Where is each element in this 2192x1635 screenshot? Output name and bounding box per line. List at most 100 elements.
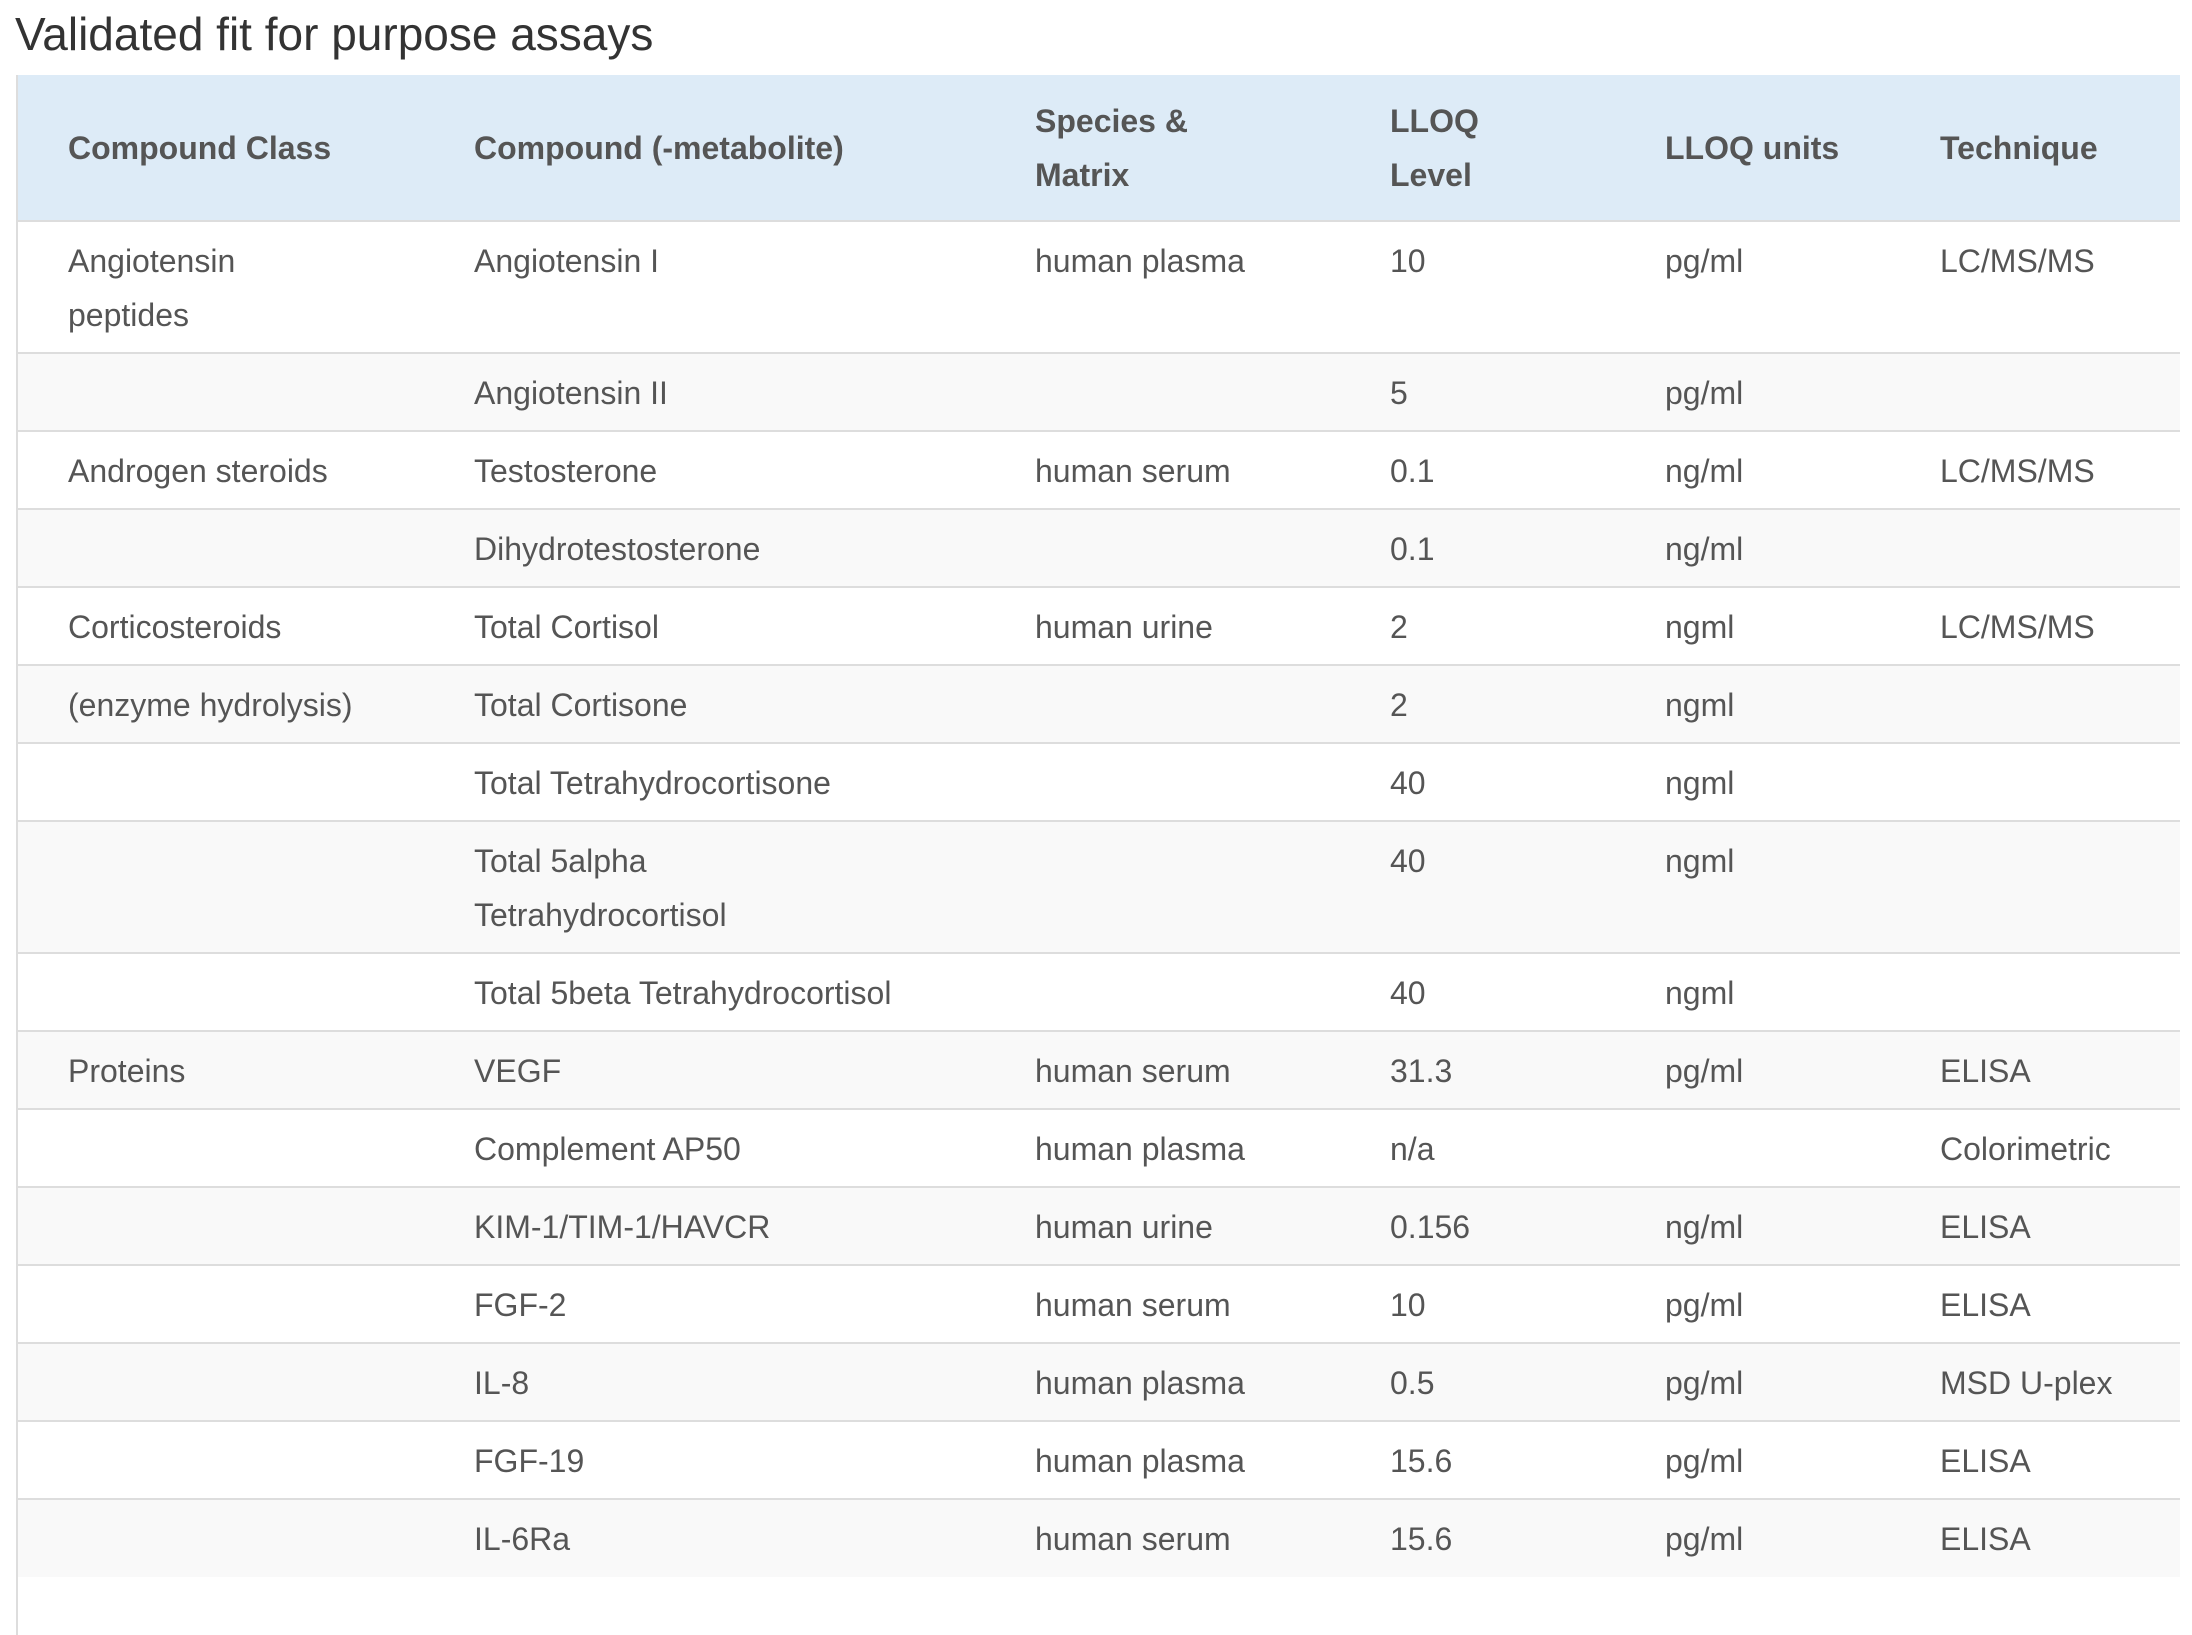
table-body: Angiotensin peptides Angiotensin I human p… xyxy=(18,221,2180,1577)
table-row: Angiotensin peptides Angiotensin I human p… xyxy=(18,221,2180,353)
cell-compound: Total Cortisol xyxy=(474,609,659,645)
cell-technique xyxy=(1892,665,2180,743)
cell-technique: LC/MS/MS xyxy=(1940,609,2095,645)
table-row: Proteins VEGF human serum 31.3 pg/ml ELISA xyxy=(18,1031,2180,1109)
cell-species-matrix: human serum xyxy=(1035,1521,1231,1557)
cell-technique xyxy=(1892,743,2180,821)
cell-compound: KIM-1/TIM-1/HAVCR xyxy=(474,1209,771,1245)
cell-lloq-level: 10 xyxy=(1390,243,1426,279)
table-header: Compound Class Compound (-metabolite) Sp… xyxy=(18,75,2180,221)
cell-lloq-level: 40 xyxy=(1390,843,1426,879)
cell-species-matrix xyxy=(987,353,1342,431)
cell-compound: IL-6Ra xyxy=(474,1521,571,1557)
cell-lloq-level: 0.5 xyxy=(1390,1365,1435,1401)
cell-lloq-level: 2 xyxy=(1390,687,1408,723)
cell-lloq-units: ngml xyxy=(1665,765,1735,801)
header-species-matrix: Species & Matrix xyxy=(1035,102,1188,193)
cell-lloq-units: pg/ml xyxy=(1665,1365,1744,1401)
cell-lloq-level: 40 xyxy=(1390,765,1426,801)
cell-species-matrix: human serum xyxy=(1035,453,1231,489)
cell-technique: ELISA xyxy=(1940,1209,2031,1245)
cell-lloq-level: 31.3 xyxy=(1390,1053,1453,1089)
cell-lloq-level: 0.1 xyxy=(1390,453,1435,489)
cell-lloq-units: pg/ml xyxy=(1665,1053,1744,1089)
cell-compound: Total 5alpha Tetrahydrocortisol xyxy=(474,843,727,933)
table-header-row: Compound Class Compound (-metabolite) Sp… xyxy=(18,75,2180,221)
cell-compound: Total Tetrahydrocortisone xyxy=(474,765,831,801)
cell-technique xyxy=(1892,353,2180,431)
cell-technique xyxy=(1892,821,2180,953)
page-title: Validated fit for purpose assays xyxy=(15,8,654,60)
cell-compound-class xyxy=(18,353,426,431)
cell-species-matrix xyxy=(987,953,1342,1031)
cell-lloq-units: pg/ml xyxy=(1665,1521,1744,1557)
cell-species-matrix: human plasma xyxy=(1035,243,1245,279)
cell-lloq-level: 15.6 xyxy=(1390,1443,1453,1479)
table-row: KIM-1/TIM-1/HAVCR human urine 0.156 ng/ml EL… xyxy=(18,1187,2180,1265)
cell-compound-class xyxy=(18,821,426,953)
cell-technique xyxy=(1892,953,2180,1031)
table-row: Dihydrotestosterone 0.1 ng/ml xyxy=(18,509,2180,587)
table-row: Complement AP50 human plasma n/a Colorimetr… xyxy=(18,1109,2180,1187)
cell-compound: Testosterone xyxy=(474,453,658,489)
cell-lloq-units: ng/ml xyxy=(1665,1209,1744,1245)
header-lloq-level: LLOQ Level xyxy=(1390,102,1479,193)
cell-technique: ELISA xyxy=(1940,1521,2031,1557)
cell-compound-class: (enzyme hydrolysis) xyxy=(68,687,353,723)
header-lloq-units: LLOQ units xyxy=(1665,129,1840,166)
cell-compound: Angiotensin I xyxy=(474,243,660,279)
cell-species-matrix: human urine xyxy=(1035,609,1213,645)
table-row: Androgen steroids Testosterone human serum… xyxy=(18,431,2180,509)
cell-technique: LC/MS/MS xyxy=(1940,243,2095,279)
cell-species-matrix: human serum xyxy=(1035,1053,1231,1089)
cell-species-matrix xyxy=(987,665,1342,743)
cell-lloq-level: 15.6 xyxy=(1390,1521,1453,1557)
cell-lloq-units: pg/ml xyxy=(1665,243,1744,279)
cell-compound-class: Corticosteroids xyxy=(68,609,282,645)
cell-lloq-units: ngml xyxy=(1665,609,1735,645)
cell-lloq-units: pg/ml xyxy=(1665,375,1744,411)
cell-species-matrix: human serum xyxy=(1035,1287,1231,1323)
cell-species-matrix: human plasma xyxy=(1035,1443,1245,1479)
table-row: FGF-19 human plasma 15.6 pg/ml ELISA xyxy=(18,1421,2180,1499)
cell-technique: Colorimetric xyxy=(1940,1131,2111,1167)
cell-compound-class: Angiotensin peptides xyxy=(68,243,236,333)
cell-technique: ELISA xyxy=(1940,1053,2031,1089)
cell-technique: LC/MS/MS xyxy=(1940,453,2095,489)
cell-lloq-units: ngml xyxy=(1665,843,1735,879)
cell-compound-class xyxy=(18,1421,426,1499)
cell-compound: FGF-2 xyxy=(474,1287,567,1323)
cell-compound-class xyxy=(18,1499,426,1577)
cell-compound-class xyxy=(18,1343,426,1421)
assay-table-container: Compound Class Compound (-metabolite) Sp… xyxy=(16,75,2180,1635)
cell-compound: VEGF xyxy=(474,1053,562,1089)
cell-lloq-units xyxy=(1617,1109,1892,1187)
cell-technique xyxy=(1892,509,2180,587)
cell-compound: Total 5beta Tetrahydrocortisol xyxy=(474,975,892,1011)
cell-technique: MSD U-plex xyxy=(1940,1365,2113,1401)
cell-lloq-units: ngml xyxy=(1665,687,1735,723)
cell-compound-class xyxy=(18,953,426,1031)
cell-compound: Angiotensin II xyxy=(474,375,668,411)
table-row: FGF-2 human serum 10 pg/ml ELISA xyxy=(18,1265,2180,1343)
table-row: (enzyme hydrolysis) Total Cortisone 2 ngml xyxy=(18,665,2180,743)
cell-lloq-level: 2 xyxy=(1390,609,1408,645)
cell-species-matrix: human plasma xyxy=(1035,1131,1245,1167)
cell-lloq-level: 0.1 xyxy=(1390,531,1435,567)
cell-compound: FGF-19 xyxy=(474,1443,585,1479)
cell-lloq-units: ng/ml xyxy=(1665,531,1744,567)
cell-species-matrix: human plasma xyxy=(1035,1365,1245,1401)
table-row: IL-8 human plasma 0.5 pg/ml MSD U-plex xyxy=(18,1343,2180,1421)
cell-lloq-level: 5 xyxy=(1390,375,1408,411)
table-row: Corticosteroids Total Cortisol human urine… xyxy=(18,587,2180,665)
cell-compound: Dihydrotestosterone xyxy=(474,531,761,567)
cell-compound-class xyxy=(18,1265,426,1343)
cell-species-matrix xyxy=(987,509,1342,587)
cell-lloq-units: ngml xyxy=(1665,975,1735,1011)
cell-lloq-level: 0.156 xyxy=(1390,1209,1471,1245)
table-row: Total Tetrahydrocortisone 40 ngml xyxy=(18,743,2180,821)
cell-compound-class xyxy=(18,509,426,587)
cell-compound-class: Proteins xyxy=(68,1053,186,1089)
cell-lloq-units: pg/ml xyxy=(1665,1443,1744,1479)
cell-lloq-units: pg/ml xyxy=(1665,1287,1744,1323)
